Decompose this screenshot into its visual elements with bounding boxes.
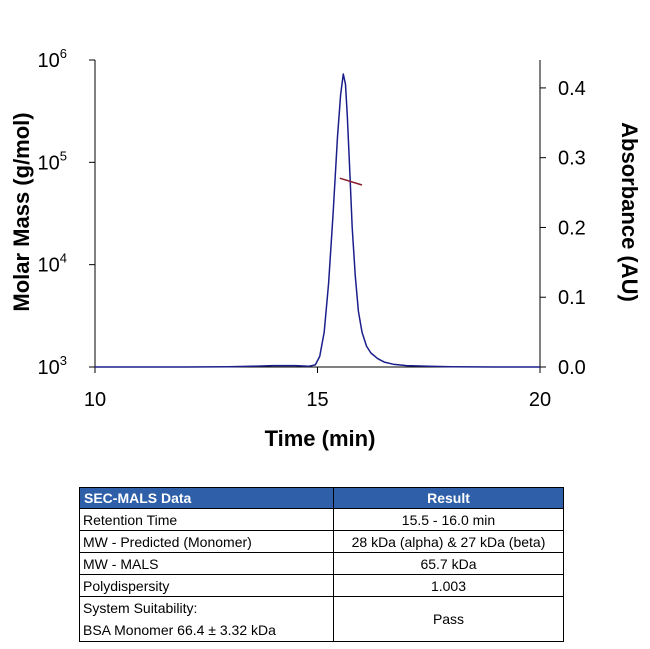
row-value: 1.003 xyxy=(333,574,564,597)
x-axis-title: Time (min) xyxy=(265,426,376,451)
row-label: MW - Predicted (Monomer) xyxy=(79,530,334,553)
y-right-tick-label: 0.0 xyxy=(558,357,586,379)
table-row: MW - MALS 65.7 kDa xyxy=(79,552,564,575)
x-tick-label: 10 xyxy=(84,389,106,411)
row-label: Polydispersity xyxy=(79,574,334,597)
row-label-line-1: System Suitability: xyxy=(83,600,198,616)
row-label: MW - MALS xyxy=(79,552,334,575)
right-axis-ticks: 0.0 0.1 0.2 0.3 0.4 xyxy=(540,78,586,379)
header-result: Result xyxy=(333,487,564,509)
row-label-line-2: BSA Monomer 66.4 ± 3.32 kDa xyxy=(83,622,276,638)
y-right-tick-label: 0.4 xyxy=(558,78,586,100)
sec-mals-chart: 103 104 105 106 0.0 0.1 0.2 0.3 0.4 10 15 20 Time… xyxy=(9,46,642,451)
y-right-tick-label: 0.2 xyxy=(558,217,586,239)
table-row: Polydispersity 1.003 xyxy=(79,574,564,597)
y-left-tick-label: 105 xyxy=(38,148,67,174)
y-left-tick-label: 104 xyxy=(38,251,67,277)
header-sec-mals-data: SEC-MALS Data xyxy=(79,487,334,509)
y-right-axis-title: Absorbance (AU) xyxy=(617,122,642,302)
table-row: Retention Time 15.5 - 16.0 min xyxy=(79,508,564,531)
y-left-axis-title: Molar Mass (g/mol) xyxy=(9,112,34,311)
series-layer xyxy=(95,73,540,368)
table-row: System Suitability: BSA Monomer 66.4 ± 3… xyxy=(79,596,564,642)
y-right-tick-label: 0.1 xyxy=(558,287,586,309)
y-left-tick-label: 103 xyxy=(38,353,67,379)
row-value: 65.7 kDa xyxy=(333,552,564,575)
x-axis-ticks: 10 15 20 xyxy=(84,367,551,411)
x-tick-label: 15 xyxy=(306,389,328,411)
row-label: Retention Time xyxy=(79,508,334,531)
plot-frame xyxy=(94,60,541,368)
left-axis-ticks: 103 104 105 106 xyxy=(38,46,95,379)
row-value: 15.5 - 16.0 min xyxy=(333,508,564,531)
table-row: MW - Predicted (Monomer) 28 kDa (alpha) … xyxy=(79,530,564,553)
y-left-tick-label: 106 xyxy=(38,46,67,72)
sec-mals-table: SEC-MALS Data Result Retention Time 15.5… xyxy=(79,487,564,642)
table-header-row: SEC-MALS Data Result xyxy=(79,487,564,509)
row-value: 28 kDa (alpha) & 27 kDa (beta) xyxy=(333,530,564,553)
row-value: Pass xyxy=(333,596,564,642)
molar-mass-line xyxy=(339,177,363,186)
x-tick-label: 20 xyxy=(529,389,551,411)
row-label: System Suitability: BSA Monomer 66.4 ± 3… xyxy=(79,596,334,642)
absorbance-trace xyxy=(95,73,540,368)
y-right-tick-label: 0.3 xyxy=(558,148,586,170)
